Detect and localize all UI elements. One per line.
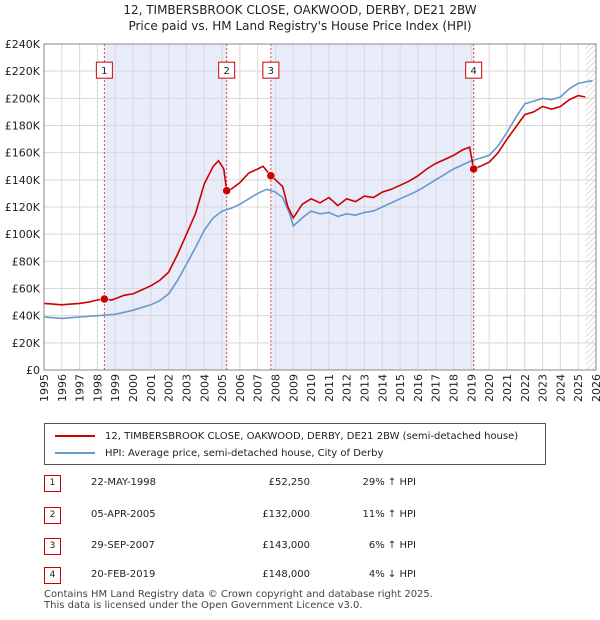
y-tick-label: £0 xyxy=(26,364,40,377)
x-tick-label: 2000 xyxy=(127,374,140,402)
x-tick-label: 2008 xyxy=(269,374,282,402)
x-tick-label: 2015 xyxy=(394,374,407,402)
x-tick-label: 1999 xyxy=(109,374,122,402)
series-line xyxy=(43,79,593,320)
x-tick-label: 1995 xyxy=(38,374,51,402)
legend-item-property: 12, TIMBERSBROOK CLOSE, OAKWOOD, DERBY, … xyxy=(55,428,518,444)
x-tick-label: 1997 xyxy=(74,374,87,402)
x-tick-label: 2009 xyxy=(287,374,300,402)
legend: 12, TIMBERSBROOK CLOSE, OAKWOOD, DERBY, … xyxy=(44,423,546,465)
sale-point xyxy=(222,186,231,195)
y-tick-label: £60K xyxy=(12,283,41,296)
x-tick-label: 2010 xyxy=(305,374,318,402)
y-tick-label: £40K xyxy=(12,310,41,323)
legend-line-hpi xyxy=(55,452,95,454)
x-tick-label: 2004 xyxy=(198,374,211,402)
x-tick-label: 2011 xyxy=(323,374,336,402)
sale-point xyxy=(469,164,478,174)
x-tick-label: 2021 xyxy=(501,374,514,402)
sale-point xyxy=(266,171,276,181)
transaction-price: £148,000 xyxy=(262,569,310,580)
x-tick-label: 2019 xyxy=(465,374,478,402)
footer: Contains HM Land Registry data © Crown c… xyxy=(44,589,433,611)
x-tick-label: 2005 xyxy=(216,374,229,402)
transaction-number: 2 xyxy=(44,507,61,524)
y-tick-label: £20K xyxy=(12,337,41,350)
transaction-hpi: 4% ↓ HPI xyxy=(368,569,416,580)
sale-marker-box xyxy=(465,61,483,79)
x-tick-label: 2001 xyxy=(145,374,158,402)
transaction-hpi: 29% ↑ HPI xyxy=(362,477,416,488)
y-tick-label: £80K xyxy=(12,255,41,268)
series-line xyxy=(43,94,586,306)
x-tick-label: 2026 xyxy=(590,374,600,402)
x-tick-label: 2024 xyxy=(554,374,567,402)
transaction-price: £52,250 xyxy=(268,477,310,488)
x-tick-label: 1996 xyxy=(56,374,69,402)
y-tick-label: £200K xyxy=(5,92,41,105)
x-tick-label: 2018 xyxy=(448,374,461,402)
legend-label-hpi: HPI: Average price, semi-detached house,… xyxy=(105,447,384,459)
sale-marker-box xyxy=(262,61,280,79)
x-tick-label: 2002 xyxy=(163,374,176,402)
x-tick-label: 2012 xyxy=(341,374,354,402)
transaction-price: £132,000 xyxy=(262,509,310,520)
x-tick-label: 2003 xyxy=(180,374,193,402)
sale-marker-label: 1 xyxy=(101,66,107,77)
price-chart: £0 £20K £40K £60K £80K £100K £120K £140K £160K £1… xyxy=(5,38,600,402)
transaction-row: 1 22-MAY-1998 £52,250 29% ↑ HPI xyxy=(44,473,564,493)
sale-marker-label: 3 xyxy=(268,66,274,77)
transaction-date: 05-APR-2005 xyxy=(91,509,156,520)
sale-marker-box xyxy=(218,61,236,79)
legend-line-property xyxy=(55,435,95,437)
x-tick-label: 2007 xyxy=(252,374,265,402)
sale-point xyxy=(100,294,109,304)
y-tick-label: £240K xyxy=(5,38,41,51)
x-tick-label: 2025 xyxy=(572,374,585,402)
x-tick-label: 2023 xyxy=(537,374,550,402)
transaction-row: 2 05-APR-2005 £132,000 11% ↑ HPI xyxy=(44,505,564,525)
legend-item-hpi: HPI: Average price, semi-detached house,… xyxy=(55,445,383,461)
x-tick-label: 2014 xyxy=(376,374,389,402)
y-tick-label: £180K xyxy=(5,120,41,133)
transaction-row: 4 20-FEB-2019 £148,000 4% ↓ HPI xyxy=(44,565,564,585)
footer-licence: This data is licensed under the Open Gov… xyxy=(44,600,363,611)
x-tick-label: 2013 xyxy=(359,374,372,402)
y-tick-label: £220K xyxy=(5,65,41,78)
y-tick-label: £120K xyxy=(5,201,41,214)
transaction-hpi: 6% ↑ HPI xyxy=(368,540,416,551)
chart-title: 12, TIMBERSBROOK CLOSE, OAKWOOD, DERBY, … xyxy=(123,3,477,17)
transaction-hpi: 11% ↑ HPI xyxy=(362,509,416,520)
chart-subtitle: Price paid vs. HM Land Registry's House … xyxy=(128,19,472,33)
legend-label-property: 12, TIMBERSBROOK CLOSE, OAKWOOD, DERBY, … xyxy=(105,430,519,442)
plot-border xyxy=(43,43,597,371)
transaction-date: 29-SEP-2007 xyxy=(91,540,155,551)
y-tick-label: £140K xyxy=(5,174,41,187)
sale-marker-label: 4 xyxy=(470,66,476,77)
x-tick-label: 2006 xyxy=(234,374,247,402)
sale-marker-box xyxy=(95,61,113,79)
x-tick-label: 2020 xyxy=(483,374,496,402)
transaction-number: 1 xyxy=(44,475,61,492)
transaction-price: £143,000 xyxy=(262,540,310,551)
transaction-date: 22-MAY-1998 xyxy=(91,477,157,488)
x-tick-label: 2017 xyxy=(430,374,443,402)
x-tick-label: 2016 xyxy=(412,374,425,402)
y-tick-label: £100K xyxy=(5,228,41,241)
x-tick-label: 2022 xyxy=(519,374,532,402)
transaction-number: 4 xyxy=(44,567,61,584)
y-tick-label: £160K xyxy=(5,147,41,160)
transaction-row: 3 29-SEP-2007 £143,000 6% ↑ HPI xyxy=(44,536,564,556)
footer-copyright: Contains HM Land Registry data © Crown c… xyxy=(44,589,433,600)
sale-marker-label: 2 xyxy=(224,66,230,77)
transaction-number: 3 xyxy=(44,538,61,555)
x-tick-label: 1998 xyxy=(91,374,104,402)
transaction-date: 20-FEB-2019 xyxy=(91,569,156,580)
